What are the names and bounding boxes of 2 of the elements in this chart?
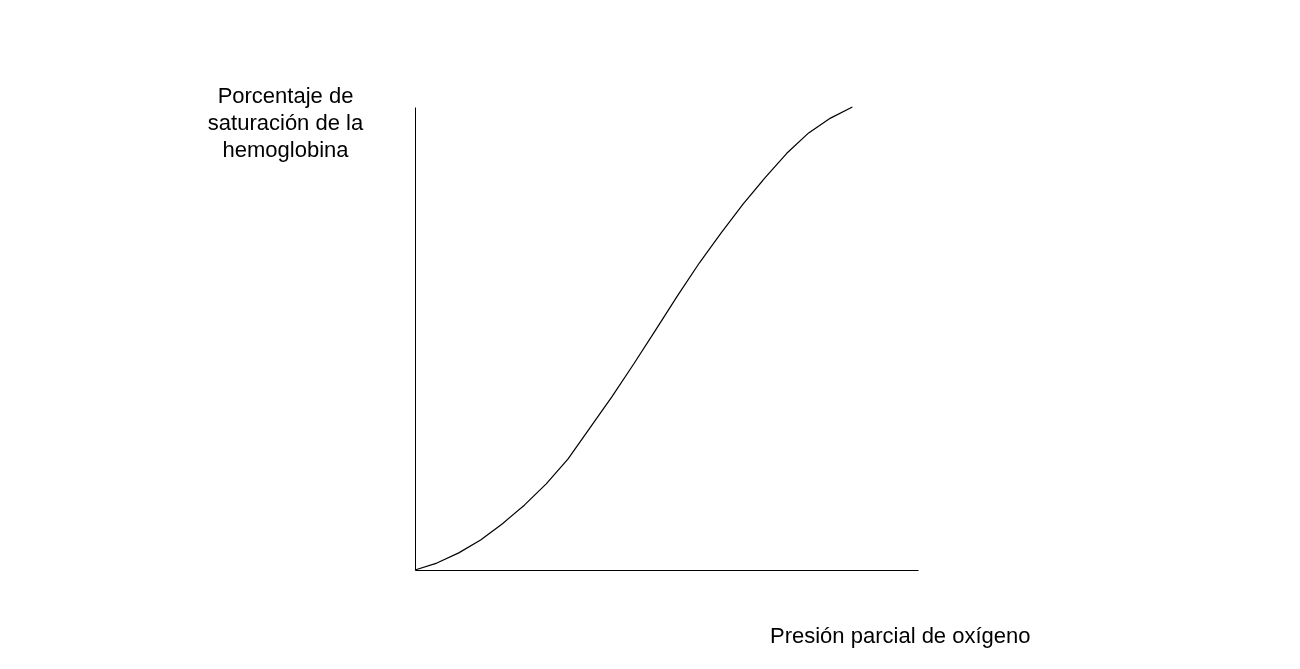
y-axis-title: Porcentaje de saturación de la hemoglobina [207,82,364,162]
x-axis-title: Presión parcial de oxígeno [770,622,1031,648]
